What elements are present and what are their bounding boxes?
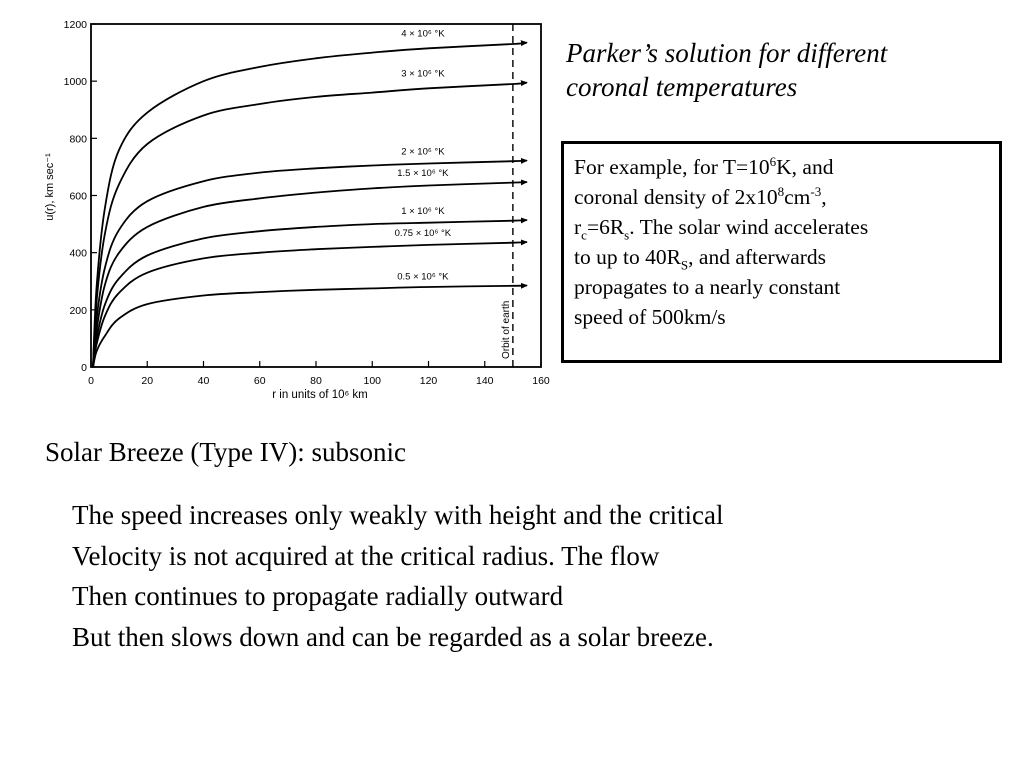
caption-line-2: coronal temperatures: [566, 72, 798, 102]
info-line-1: For example, for T=106K, and: [574, 153, 834, 179]
series-label: 0.5 × 10⁶ °K: [397, 272, 449, 283]
series-label: 2 × 10⁶ °K: [401, 147, 445, 158]
x-tick-label: 20: [141, 375, 153, 387]
y-tick-label: 0: [81, 362, 87, 374]
x-axis-ticks: 0 20 40 60 80 100 120 140 160: [88, 361, 550, 387]
curves: [92, 40, 528, 368]
caption-line-1: Parker’s solution for different: [566, 38, 888, 68]
series-line: [92, 80, 528, 368]
y-tick-label: 600: [69, 191, 87, 203]
series-label: 4 × 10⁶ °K: [401, 29, 445, 40]
series-label: 1.5 × 10⁶ °K: [397, 168, 449, 179]
y-tick-label: 1200: [64, 19, 88, 31]
info-line-6: speed of 500km/s: [574, 305, 726, 329]
curve-labels: 4 × 10⁶ °K 3 × 10⁶ °K 2 × 10⁶ °K 1.5 × 10⁶ …: [395, 29, 452, 283]
series-line: [92, 217, 528, 368]
series-line: [92, 179, 528, 368]
body-line-3: Then continues to propagate radially out…: [72, 581, 564, 611]
y-axis-ticks: 0 200 400 600 800 1000 1200: [64, 19, 97, 374]
x-axis-label: r in units of 10⁶ km: [272, 389, 368, 401]
x-tick-label: 160: [532, 375, 550, 387]
x-tick-label: 0: [88, 375, 94, 387]
y-tick-label: 800: [69, 133, 87, 145]
series-line: [92, 239, 528, 368]
body-line-2: Velocity is not acquired at the critical…: [72, 540, 660, 571]
series-label: 0.75 × 10⁶ °K: [395, 228, 452, 239]
x-tick-label: 120: [420, 375, 438, 387]
solar-breeze-heading: Solar Breeze (Type IV): subsonic: [45, 437, 406, 467]
series-label: 1 × 10⁶ °K: [401, 206, 445, 217]
y-tick-label: 1000: [64, 76, 88, 88]
body-paragraph: The speed increases only weakly with hei…: [72, 495, 972, 657]
x-tick-label: 140: [476, 375, 494, 387]
parker-solution-chart: 0 200 400 600 800 1000 1200 0 20 40 60 80 100 120 140…: [44, 19, 550, 401]
info-line-2: coronal density of 2x108cm-3,: [574, 183, 827, 209]
series-line: [92, 282, 528, 368]
series-label: 3 × 10⁶ °K: [401, 69, 445, 80]
body-line-4: But then slows down and can be regarded …: [72, 621, 714, 652]
x-tick-label: 40: [198, 375, 210, 387]
y-tick-label: 200: [69, 305, 87, 317]
orbit-of-earth-label: Orbit of earth: [501, 301, 512, 359]
x-tick-label: 80: [310, 375, 322, 387]
body-line-1: The speed increases only weakly with hei…: [72, 500, 724, 530]
x-tick-label: 60: [254, 375, 266, 387]
y-axis-label: u(r), km sec⁻¹: [44, 153, 56, 221]
info-line-5: propagates to a nearly constant: [574, 275, 841, 299]
series-line: [92, 157, 528, 368]
y-tick-label: 400: [69, 248, 87, 260]
example-info-box: For example, for T=106K, and coronal den…: [561, 141, 1002, 363]
chart-caption: Parker’s solution for different coronal …: [566, 36, 1006, 104]
x-tick-label: 100: [363, 375, 381, 387]
series-line: [92, 40, 528, 368]
info-line-3: rc=6Rs. The solar wind accelerates: [574, 215, 869, 243]
info-line-4: to up to 40RS, and afterwards: [574, 245, 827, 273]
